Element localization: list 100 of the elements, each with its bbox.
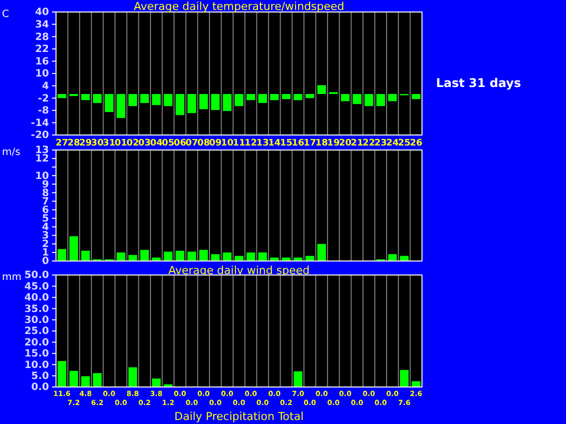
bar [270, 94, 279, 100]
x-tick-label: 24 [386, 138, 399, 148]
bar [164, 94, 172, 106]
x-tick-label: 27 [56, 138, 68, 148]
y-tick-label: 22 [35, 44, 50, 56]
y-tick-label: 4 [42, 81, 50, 92]
y-axis-title: mm [2, 272, 22, 283]
bar [93, 373, 102, 387]
x-tick-label: 10 [220, 138, 234, 148]
text: Daily Precipitation Total [174, 410, 304, 423]
x-tick-label: 05 [162, 138, 174, 148]
bar [116, 252, 126, 261]
bar [199, 250, 208, 261]
bar [199, 94, 208, 110]
bar [222, 252, 232, 261]
bar [388, 254, 397, 261]
bar [140, 250, 149, 261]
x-tick-label: 06 [174, 138, 186, 148]
bar [128, 367, 138, 387]
y-tick-label: 0.0 [31, 382, 50, 394]
bar [317, 244, 326, 261]
x-tick-label: 03 [138, 138, 151, 148]
x-tick-label: 21 [350, 138, 364, 148]
bar [412, 381, 420, 387]
y-axis-title: m/s [2, 147, 20, 158]
bar [58, 361, 66, 387]
bar [176, 250, 184, 261]
y-tick-label: 10.0 [24, 360, 50, 371]
y-tick-label: 34 [35, 20, 50, 30]
x-tick-label: 04 [150, 138, 163, 148]
y-tick-label: 0 [42, 256, 50, 268]
bar [234, 256, 244, 261]
bar [187, 252, 196, 261]
y-tick-label: -14 [30, 118, 50, 129]
x-tick-label: 16 [292, 138, 304, 148]
x-tick-label: 17 [304, 138, 316, 148]
bar [306, 94, 314, 98]
bar [258, 94, 267, 104]
chart-title: Average daily temperature/windspeed [134, 0, 344, 13]
x-tick-label: 31 [102, 138, 116, 148]
bar [234, 94, 244, 106]
y-tick-label: 28 [35, 32, 50, 43]
bar [93, 94, 102, 104]
text: Last 31 days [436, 76, 521, 90]
x-tick-label: 25 [398, 138, 411, 148]
y-tick-label: -2 [38, 93, 50, 104]
y-tick-label: 15.0 [24, 348, 50, 360]
y-tick-label: -8 [38, 106, 50, 117]
y-tick-label: 50.0 [24, 270, 50, 282]
bar [187, 94, 196, 114]
x-tick-label: 28 [67, 138, 80, 148]
x-tick-label: 30 [91, 138, 104, 148]
bar [412, 94, 420, 100]
bar [388, 94, 397, 102]
y-axis-title: C [2, 9, 9, 20]
x-tick-label: 19 [327, 138, 340, 148]
bar [246, 94, 256, 100]
bar [81, 376, 90, 387]
bar [58, 249, 66, 261]
bar [140, 94, 149, 104]
y-tick-label: 5.0 [31, 371, 50, 382]
y-tick-label: 20.0 [24, 337, 50, 348]
x-tick-label: 14 [268, 138, 281, 148]
y-tick-label: 16 [35, 56, 50, 68]
y-tick-label: 40 [35, 7, 50, 18]
bar [340, 94, 350, 102]
x-tick-label: 08 [197, 138, 210, 148]
bar [294, 258, 302, 261]
x-tick-label: 12 [244, 138, 258, 148]
bar [164, 252, 172, 261]
bar [364, 94, 374, 106]
bar [211, 94, 220, 110]
x-tick-label: 13 [256, 138, 269, 148]
bar [222, 94, 232, 112]
bar [246, 252, 256, 261]
bar [128, 94, 138, 106]
bar [294, 94, 302, 100]
y-tick-label: 40.0 [24, 292, 50, 304]
y-tick-label: 25.0 [24, 326, 50, 338]
y-tick-label: 35.0 [24, 304, 50, 315]
bar [69, 370, 78, 387]
bar [58, 94, 66, 98]
bar [81, 94, 90, 100]
bar [152, 94, 161, 106]
y-tick-label: 30.0 [24, 315, 50, 326]
bar [282, 94, 291, 100]
bar [400, 370, 409, 387]
bar [69, 236, 78, 261]
bar [104, 94, 114, 112]
x-tick-label: 18 [315, 138, 328, 148]
x-tick-label: 26 [410, 138, 422, 148]
bar [317, 85, 326, 94]
bar [128, 255, 138, 261]
bar [211, 254, 220, 261]
x-tick-label: 23 [374, 138, 387, 148]
bar [81, 250, 90, 261]
x-tick-label: 29 [79, 138, 92, 148]
y-tick-label: 10 [35, 68, 50, 80]
x-tick-label: 01 [114, 138, 128, 148]
x-tick-label: 11 [232, 138, 246, 148]
